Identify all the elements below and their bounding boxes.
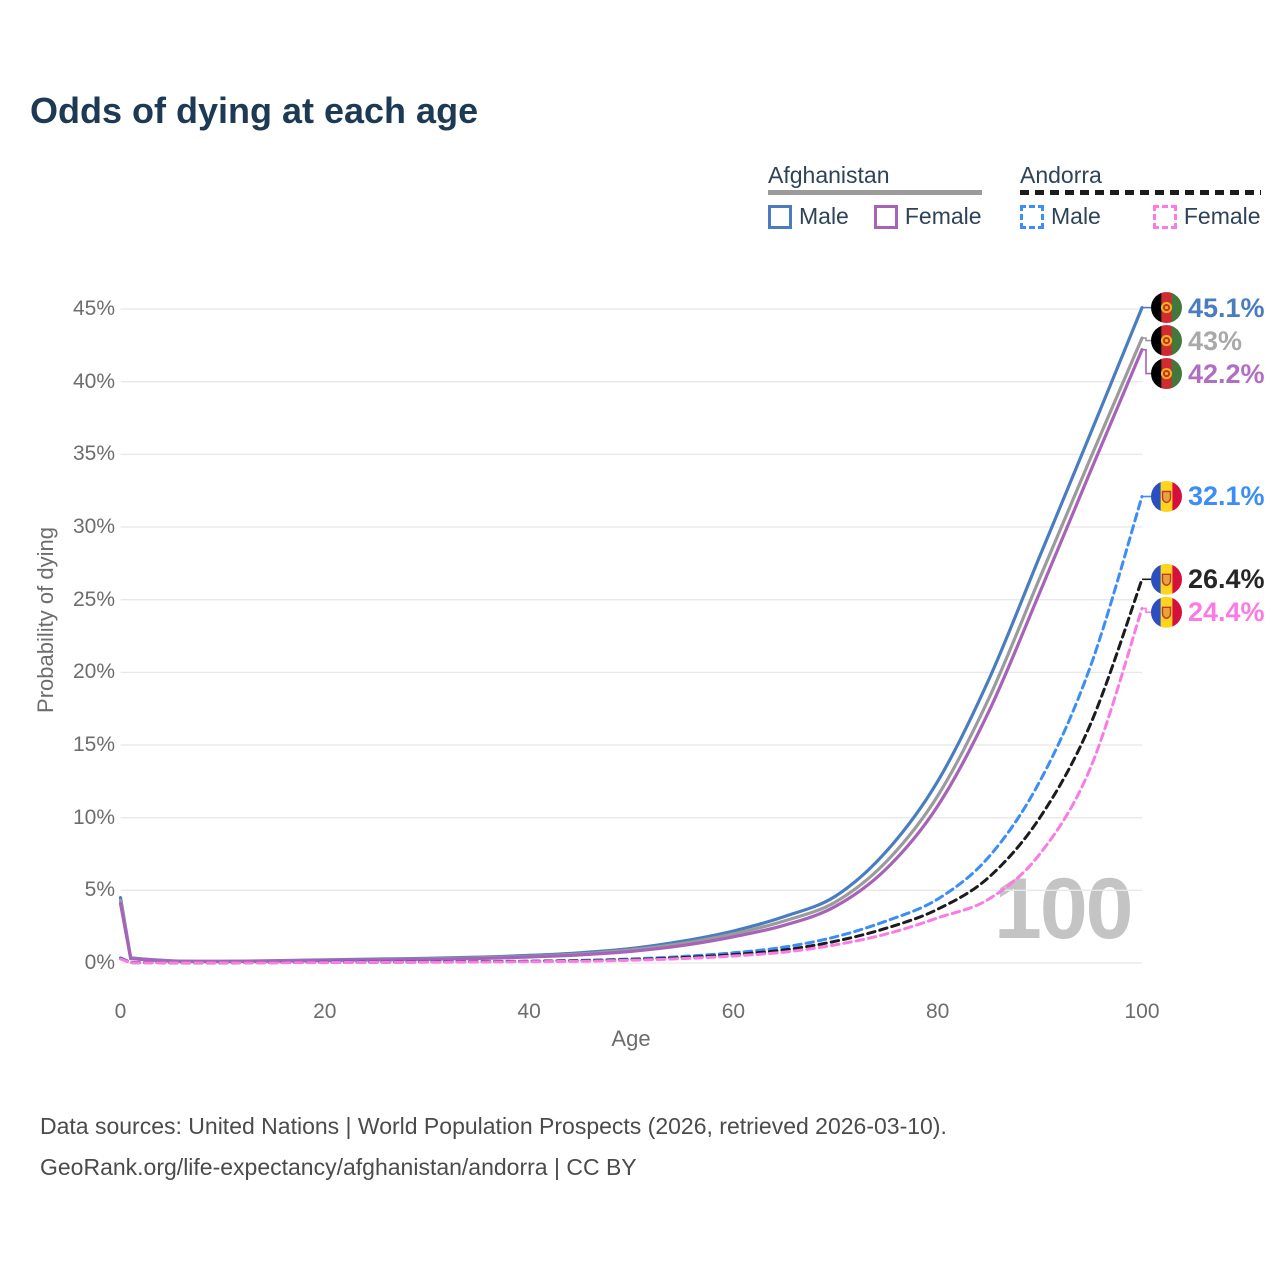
y-tick-label-10%: 10% (72, 805, 115, 829)
end-value-afghanistan-male: 45.1% (1188, 292, 1265, 323)
flag-andorra-icon (1151, 480, 1182, 512)
line-afghanistan-all[interactable] (118, 336, 1144, 964)
legend-item-andorra-male[interactable]: Male (1020, 203, 1101, 230)
legend-group-andorra: Andorra Male Female (1020, 162, 1261, 230)
flag-afghanistan-icon (1151, 292, 1182, 324)
legend-group-afghanistan: Afghanistan Male Female (768, 162, 982, 230)
y-tick-label-35%: 35% (72, 442, 115, 466)
y-tick-label-30%: 30% (72, 515, 115, 538)
attribution-line: GeoRank.org/life-expectancy/afghanistan/… (40, 1154, 637, 1180)
x-tick-label-40: 40 (517, 1000, 541, 1023)
legend-label-andorra-male: Male (1051, 203, 1101, 229)
end-value-andorra-all: 26.4% (1188, 564, 1265, 595)
end-value-afghanistan-all: 43% (1188, 325, 1243, 356)
y-tick-label-15%: 15% (72, 733, 115, 756)
x-axis-title: Age (611, 1026, 651, 1051)
legend-country-afghanistan[interactable]: Afghanistan (768, 162, 890, 188)
line-andorra-female[interactable] (119, 606, 1144, 965)
y-tick-label-20%: 20% (72, 660, 115, 684)
end-value-andorra-female: 24.4% (1188, 597, 1265, 628)
legend-label-afghanistan-male: Male (799, 203, 849, 229)
footer: Data sources: United Nations | World Pop… (40, 1106, 947, 1188)
flag-andorra-icon (1151, 563, 1182, 595)
end-value-andorra-male: 32.1% (1188, 481, 1265, 512)
flag-afghanistan-icon (1151, 358, 1182, 390)
data-sources-line: Data sources: United Nations | World Pop… (40, 1113, 947, 1139)
legend-item-afghanistan-male[interactable]: Male (768, 203, 849, 230)
x-tick-label-0: 0 (114, 1000, 127, 1023)
y-tick-label-5%: 5% (84, 878, 115, 902)
x-tick-label-60: 60 (721, 1000, 746, 1023)
current-age-watermark: 100 (994, 861, 1133, 957)
end-connector-afghanistan-all (1142, 337, 1151, 342)
legend-label-andorra-female: Female (1183, 203, 1261, 229)
x-tick-label-100: 100 (1124, 1000, 1160, 1023)
line-afghanistan-male[interactable] (118, 306, 1144, 963)
legend-line-swatch-afghanistan (768, 190, 982, 195)
legend-line-swatch-andorra (1020, 190, 1261, 195)
y-tick-label-0%: 0% (84, 951, 115, 974)
legend-label-afghanistan-female: Female (904, 203, 982, 229)
legend-swatch-afghanistan-male-icon (768, 204, 792, 229)
x-tick-label-20: 20 (313, 1000, 337, 1023)
end-value-afghanistan-female: 42.2% (1188, 358, 1265, 389)
flag-afghanistan-icon (1151, 325, 1182, 357)
y-tick-label-25%: 25% (72, 587, 115, 611)
end-connector-afghanistan-female (1142, 348, 1151, 375)
legend-swatch-andorra-female-icon (1152, 204, 1177, 229)
legend-item-afghanistan-female[interactable]: Female (873, 203, 982, 230)
line-andorra-all[interactable] (119, 577, 1144, 965)
x-tick-label-80: 80 (926, 1000, 950, 1023)
page-title: Odds of dying at each age (30, 90, 479, 131)
legend-swatch-afghanistan-female-icon (873, 204, 898, 229)
y-tick-label-40%: 40% (72, 369, 115, 393)
line-andorra-male[interactable] (119, 495, 1144, 965)
legend-swatch-andorra-male-icon (1020, 204, 1044, 229)
flag-andorra-icon (1151, 596, 1182, 628)
y-tick-label-45%: 45% (72, 297, 115, 320)
legend-country-andorra[interactable]: Andorra (1020, 162, 1102, 188)
end-connector-andorra-female (1142, 607, 1151, 614)
line-afghanistan-female[interactable] (118, 348, 1144, 964)
legend-item-andorra-female[interactable]: Female (1152, 203, 1261, 230)
